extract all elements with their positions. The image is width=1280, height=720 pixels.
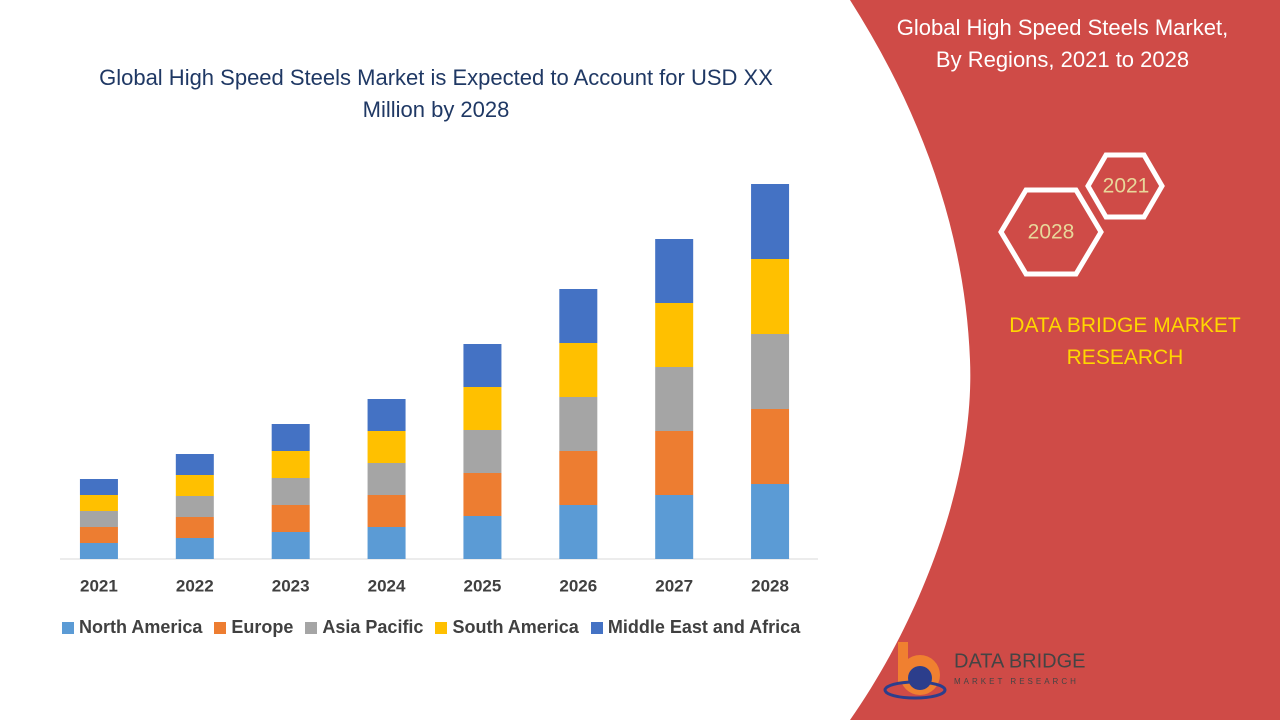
bar-segment (655, 239, 694, 303)
bar-segment (655, 303, 694, 367)
x-tick-label: 2028 (751, 576, 789, 595)
bar-segment (367, 527, 406, 559)
bar-segment (559, 343, 598, 397)
bar-segment (79, 495, 118, 511)
legend-swatch (62, 621, 74, 634)
bar-segment (655, 431, 694, 495)
bar-segment (79, 543, 118, 559)
bar-segment (175, 475, 214, 496)
bar-segment (271, 532, 310, 559)
bar-segment (271, 505, 310, 532)
legend-item: Middle East and Africa (590, 617, 801, 638)
x-tick-label: 2021 (80, 576, 118, 595)
bar-segment (751, 334, 790, 409)
legend-label: Europe (231, 617, 294, 637)
brand-text: DATA BRIDGE MARKET RESEARCH (1009, 314, 1241, 369)
legend-item: Europe (214, 617, 293, 638)
x-tick-label: 2025 (464, 576, 502, 595)
bar-segment (79, 511, 118, 527)
legend-item: North America (62, 617, 202, 638)
bar-segment (463, 387, 502, 430)
legend-label: South America (452, 617, 579, 637)
bar-segment (367, 431, 406, 463)
bar-segment (655, 495, 694, 559)
logo-text: DATA BRIDGE (954, 650, 1086, 672)
red-panel (850, 0, 1280, 720)
legend-swatch (305, 621, 318, 634)
legend-item: Asia Pacific (305, 617, 423, 638)
hexagon (998, 187, 1104, 277)
bar-segment (463, 473, 502, 516)
legend-swatch (435, 621, 448, 634)
x-tick-label: 2024 (368, 576, 406, 595)
legend-label: Middle East and Africa (607, 617, 801, 637)
bar-segment (463, 516, 502, 559)
bar-segment (79, 527, 118, 543)
bar-segment (559, 505, 598, 559)
bar-segment (271, 424, 310, 451)
x-tick-label: 2026 (559, 576, 597, 595)
bar-segment (559, 397, 598, 451)
legend-item: South America (435, 617, 579, 638)
bar-segment (751, 184, 790, 259)
bar-segment (367, 463, 406, 495)
bar-segment (751, 409, 790, 484)
bar-segment (463, 430, 502, 473)
legend-swatch (590, 621, 603, 634)
bar-segment (367, 495, 406, 527)
bar-segment (175, 454, 214, 475)
x-tick-label: 2023 (272, 576, 310, 595)
chart-title: Global High Speed Steels Market is Expec… (99, 65, 773, 122)
logo-subtext: MARKET RESEARCH (954, 677, 1079, 686)
legend-swatch (214, 621, 227, 634)
bar-segment (559, 289, 598, 343)
bar-segment (175, 538, 214, 559)
bar-segment (367, 399, 406, 431)
panel-title: Global High Speed Steels Market, By Regi… (896, 15, 1229, 72)
x-tick-label: 2027 (655, 576, 693, 595)
hexagon (1085, 152, 1165, 220)
hexagon-label: 2028 (1028, 221, 1075, 244)
bar-segment (463, 344, 502, 387)
bar-segment (271, 478, 310, 505)
bar-segment (751, 484, 790, 559)
bar-segment (559, 451, 598, 505)
bar-segment (175, 496, 214, 517)
hexagon-label: 2021 (1103, 175, 1150, 198)
bar-segment (271, 451, 310, 478)
bar-segment (175, 517, 214, 538)
bar-segment (655, 367, 694, 431)
bar-segment (79, 479, 118, 495)
legend-label: North America (79, 617, 203, 637)
bar-segment (751, 259, 790, 334)
legend-label: Asia Pacific (322, 617, 424, 637)
legend: North America Europe Asia Pacific South Ame… (62, 617, 800, 638)
logo-icon (883, 642, 947, 700)
x-tick-label: 2022 (176, 576, 214, 595)
